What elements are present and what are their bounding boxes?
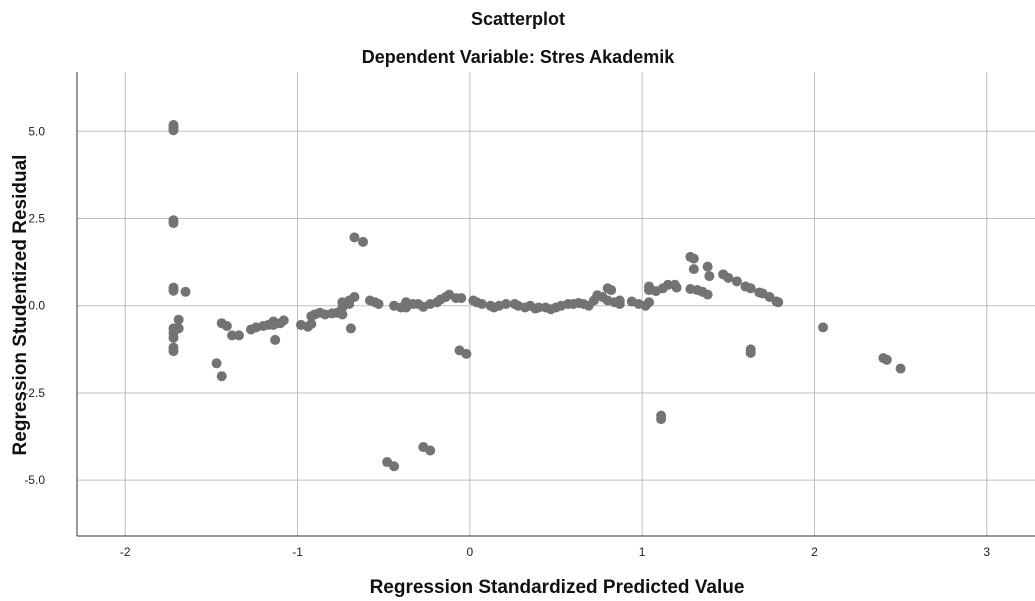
x-tick-label: 2 bbox=[811, 545, 818, 559]
chart-subtitle: Dependent Variable: Stres Akademik bbox=[362, 47, 675, 67]
data-point bbox=[211, 358, 222, 369]
data-point bbox=[168, 218, 179, 229]
data-point bbox=[227, 330, 238, 341]
data-point bbox=[358, 236, 369, 247]
data-point bbox=[233, 330, 244, 341]
data-point bbox=[731, 276, 742, 287]
y-tick-label: 5.0 bbox=[28, 124, 45, 138]
data-point bbox=[221, 320, 232, 331]
y-tick-label: 2.5 bbox=[28, 212, 45, 226]
x-tick-label: 3 bbox=[983, 545, 990, 559]
data-point bbox=[270, 334, 281, 345]
y-tick-label: -5.0 bbox=[24, 473, 45, 487]
data-point bbox=[501, 299, 512, 309]
data-point bbox=[168, 125, 179, 136]
data-point bbox=[704, 271, 715, 282]
data-point bbox=[644, 297, 655, 308]
data-point bbox=[606, 285, 617, 296]
data-point bbox=[389, 461, 400, 472]
chart-title: Scatterplot bbox=[471, 9, 565, 29]
data-point bbox=[688, 253, 699, 264]
data-point bbox=[476, 299, 487, 309]
data-point bbox=[216, 371, 227, 382]
data-point bbox=[688, 264, 699, 275]
data-point bbox=[723, 272, 734, 283]
data-point bbox=[344, 299, 355, 309]
data-points bbox=[168, 120, 906, 472]
data-point bbox=[881, 354, 892, 365]
data-point bbox=[168, 285, 179, 296]
y-axis-title: Regression Studentized Residual bbox=[10, 155, 31, 456]
data-point bbox=[662, 279, 673, 290]
tick-labels: -2 -1 0 1 2 3 5.0 2.5 0.0 -2.5 -5.0 bbox=[24, 124, 990, 559]
data-point bbox=[349, 232, 360, 243]
data-point bbox=[745, 283, 756, 294]
data-point bbox=[168, 346, 179, 357]
data-point bbox=[614, 299, 625, 309]
data-point bbox=[168, 332, 179, 343]
data-point bbox=[671, 282, 682, 293]
data-point bbox=[773, 297, 784, 308]
data-point bbox=[278, 315, 289, 326]
x-tick-label: -1 bbox=[292, 545, 303, 559]
data-point bbox=[702, 261, 713, 272]
x-tick-label: -2 bbox=[120, 545, 131, 559]
data-point bbox=[337, 309, 348, 320]
data-point bbox=[173, 314, 184, 325]
x-tick-label: 0 bbox=[467, 545, 474, 559]
y-tick-label: 0.0 bbox=[28, 299, 45, 313]
data-point bbox=[373, 299, 384, 309]
y-tick-label: -2.5 bbox=[24, 386, 45, 400]
x-tick-label: 1 bbox=[639, 545, 646, 559]
axes bbox=[76, 72, 1035, 537]
data-point bbox=[173, 323, 184, 334]
data-point bbox=[461, 348, 472, 359]
data-point bbox=[818, 322, 829, 333]
data-point bbox=[180, 286, 191, 297]
data-point bbox=[656, 414, 667, 425]
data-point bbox=[702, 289, 713, 300]
data-point bbox=[533, 302, 544, 313]
data-point bbox=[456, 293, 467, 304]
data-point bbox=[345, 323, 356, 334]
x-axis-title: Regression Standardized Predicted Value bbox=[370, 577, 745, 598]
data-point bbox=[349, 292, 360, 303]
data-point bbox=[306, 318, 317, 329]
data-point bbox=[745, 347, 756, 358]
data-point bbox=[895, 363, 906, 374]
data-point bbox=[425, 445, 436, 456]
